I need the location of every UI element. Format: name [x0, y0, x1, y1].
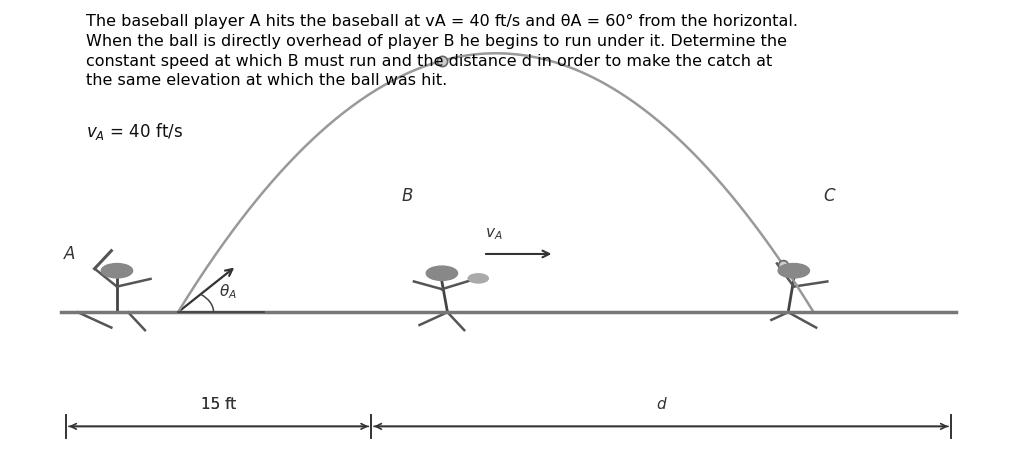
Text: The baseball player A hits the baseball at vA = 40 ft/s and θA = 60° from the ho: The baseball player A hits the baseball … — [86, 14, 798, 89]
Text: $v_A$: $v_A$ — [485, 226, 502, 242]
Circle shape — [426, 266, 458, 281]
Point — [775, 261, 791, 268]
Text: d: d — [656, 397, 666, 412]
Text: $\theta_A$: $\theta_A$ — [219, 282, 237, 301]
Text: C: C — [823, 187, 835, 205]
Text: 15 ft: 15 ft — [201, 397, 236, 412]
Point — [434, 57, 451, 64]
Circle shape — [468, 274, 488, 283]
Text: $v_A$ = 40 ft/s: $v_A$ = 40 ft/s — [86, 121, 183, 142]
Text: 15 ft: 15 ft — [201, 397, 236, 412]
Circle shape — [778, 264, 810, 278]
Circle shape — [102, 264, 132, 278]
Text: B: B — [401, 187, 413, 205]
Text: A: A — [63, 245, 75, 263]
